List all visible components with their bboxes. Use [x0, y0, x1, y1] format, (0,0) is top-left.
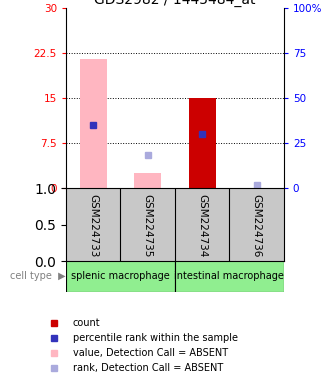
Text: splenic macrophage: splenic macrophage — [71, 271, 170, 281]
Bar — [66, 261, 175, 292]
Bar — [243, 187, 270, 188]
Text: GSM224734: GSM224734 — [197, 194, 207, 257]
Text: percentile rank within the sample: percentile rank within the sample — [73, 333, 238, 343]
Text: rank, Detection Call = ABSENT: rank, Detection Call = ABSENT — [73, 363, 223, 373]
Text: GSM224735: GSM224735 — [143, 194, 153, 257]
Text: GSM224736: GSM224736 — [251, 194, 262, 257]
Title: GDS2982 / 1445484_at: GDS2982 / 1445484_at — [94, 0, 256, 7]
Text: count: count — [73, 318, 101, 328]
Bar — [134, 173, 161, 188]
Text: intestinal macrophage: intestinal macrophage — [175, 271, 284, 281]
Text: value, Detection Call = ABSENT: value, Detection Call = ABSENT — [73, 348, 228, 358]
Text: cell type  ▶: cell type ▶ — [10, 271, 66, 281]
Bar — [188, 98, 216, 188]
Text: GSM224733: GSM224733 — [88, 194, 98, 257]
Bar — [80, 59, 107, 188]
Bar — [175, 261, 284, 292]
